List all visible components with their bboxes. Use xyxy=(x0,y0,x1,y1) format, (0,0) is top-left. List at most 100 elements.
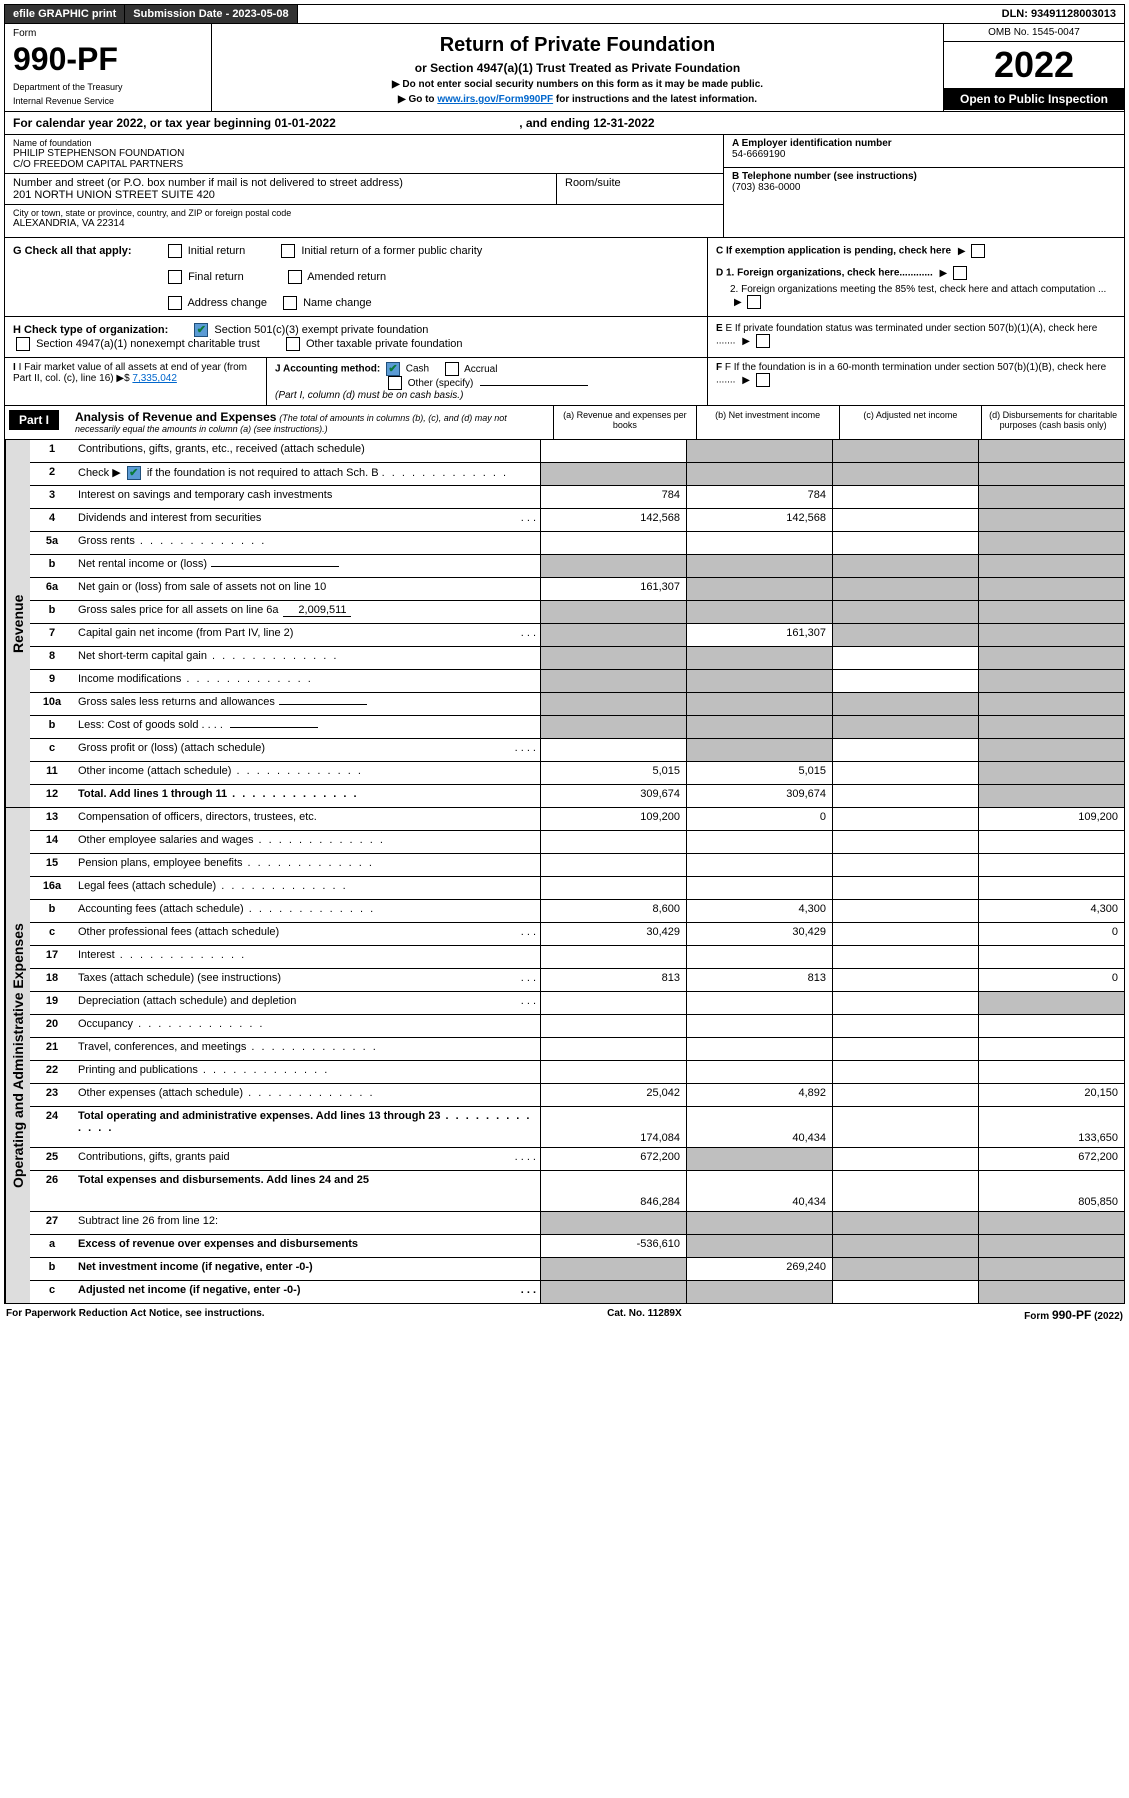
cb-address-change[interactable] xyxy=(168,296,182,310)
omb-number: OMB No. 1545-0047 xyxy=(944,24,1124,42)
instr-link-row: ▶ Go to www.irs.gov/Form990PF for instru… xyxy=(218,94,937,105)
row-4: 4Dividends and interest from securities … xyxy=(30,509,1124,532)
cb-60month[interactable] xyxy=(756,373,770,387)
row-6a: 6aNet gain or (loss) from sale of assets… xyxy=(30,578,1124,601)
top-bar: efile GRAPHIC print Submission Date - 20… xyxy=(4,4,1125,24)
phone-cell: B Telephone number (see instructions) (7… xyxy=(724,168,1124,200)
cb-initial-former[interactable] xyxy=(281,244,295,258)
cb-other-taxable[interactable] xyxy=(286,337,300,351)
cb-name-change[interactable] xyxy=(283,296,297,310)
footer-right: Form 990-PF (2022) xyxy=(1024,1308,1123,1322)
cb-501c3[interactable] xyxy=(194,323,208,337)
cb-4947[interactable] xyxy=(16,337,30,351)
row-8: 8Net short-term capital gain xyxy=(30,647,1124,670)
form-subtitle: or Section 4947(a)(1) Trust Treated as P… xyxy=(218,61,937,75)
city-cell: City or town, state or province, country… xyxy=(5,205,723,237)
open-public: Open to Public Inspection xyxy=(944,88,1124,110)
row-16b: bAccounting fees (attach schedule)8,6004… xyxy=(30,900,1124,923)
page-footer: For Paperwork Reduction Act Notice, see … xyxy=(4,1304,1125,1326)
section-c-d-e: C If exemption application is pending, c… xyxy=(707,238,1124,316)
col-c-header: (c) Adjusted net income xyxy=(839,406,982,439)
form-number: 990-PF xyxy=(13,41,203,78)
cb-exemption-pending[interactable] xyxy=(971,244,985,258)
row-25: 25Contributions, gifts, grants paid . . … xyxy=(30,1148,1124,1171)
section-h: H Check type of organization: Section 50… xyxy=(5,317,707,357)
revenue-side-label: Revenue xyxy=(5,440,30,807)
row-27c: cAdjusted net income (if negative, enter… xyxy=(30,1281,1124,1303)
dln: DLN: 93491128003013 xyxy=(994,5,1124,23)
room-suite-cell: Room/suite xyxy=(557,174,723,204)
irs-link[interactable]: www.irs.gov/Form990PF xyxy=(437,94,553,105)
cb-accrual[interactable] xyxy=(445,362,459,376)
year-end: 12-31-2022 xyxy=(593,116,654,130)
cb-amended[interactable] xyxy=(288,270,302,284)
row-13: 13Compensation of officers, directors, t… xyxy=(30,808,1124,831)
expenses-section: Operating and Administrative Expenses 13… xyxy=(4,808,1125,1304)
row-20: 20Occupancy xyxy=(30,1015,1124,1038)
row-5b: bNet rental income or (loss) xyxy=(30,555,1124,578)
section-g: G Check all that apply: Initial return I… xyxy=(5,238,707,316)
expenses-side-label: Operating and Administrative Expenses xyxy=(5,808,30,1303)
address-cell: Number and street (or P.O. box number if… xyxy=(5,174,557,204)
row-26: 26Total expenses and disbursements. Add … xyxy=(30,1171,1124,1212)
year-begin: 01-01-2022 xyxy=(274,116,335,130)
cb-final-return[interactable] xyxy=(168,270,182,284)
row-17: 17Interest xyxy=(30,946,1124,969)
cb-sch-b[interactable] xyxy=(127,466,141,480)
row-16c: cOther professional fees (attach schedul… xyxy=(30,923,1124,946)
row-22: 22Printing and publications xyxy=(30,1061,1124,1084)
entity-info: Name of foundation PHILIP STEPHENSON FOU… xyxy=(4,135,1125,238)
header-center: Return of Private Foundation or Section … xyxy=(212,24,943,111)
row-27a: aExcess of revenue over expenses and dis… xyxy=(30,1235,1124,1258)
row-10b: bLess: Cost of goods sold . . . . xyxy=(30,716,1124,739)
col-a-header: (a) Revenue and expenses per books xyxy=(553,406,696,439)
form-header: Form 990-PF Department of the Treasury I… xyxy=(4,24,1125,112)
revenue-section: Revenue 1Contributions, gifts, grants, e… xyxy=(4,440,1125,808)
section-j: J Accounting method: Cash Accrual Other … xyxy=(267,358,708,405)
section-f: F F If the foundation is in a 60-month t… xyxy=(708,358,1124,405)
section-g-c-d: G Check all that apply: Initial return I… xyxy=(4,238,1125,317)
cb-cash[interactable] xyxy=(386,362,400,376)
foundation-name-cell: Name of foundation PHILIP STEPHENSON FOU… xyxy=(5,135,723,174)
footer-mid: Cat. No. 11289X xyxy=(607,1308,681,1322)
form-title: Return of Private Foundation xyxy=(218,34,937,57)
header-right: OMB No. 1545-0047 2022 Open to Public In… xyxy=(943,24,1124,111)
row-10a: 10aGross sales less returns and allowanc… xyxy=(30,693,1124,716)
irs-label: Internal Revenue Service xyxy=(13,96,203,106)
dept-treasury: Department of the Treasury xyxy=(13,82,203,92)
tax-year: 2022 xyxy=(944,42,1124,88)
cb-status-terminated[interactable] xyxy=(756,334,770,348)
arrow-icon xyxy=(954,246,966,257)
row-3: 3Interest on savings and temporary cash … xyxy=(30,486,1124,509)
instr-ssn: ▶ Do not enter social security numbers o… xyxy=(218,79,937,90)
section-e: E E If private foundation status was ter… xyxy=(707,317,1124,357)
row-14: 14Other employee salaries and wages xyxy=(30,831,1124,854)
cb-other-method[interactable] xyxy=(388,376,402,390)
row-6b: bGross sales price for all assets on lin… xyxy=(30,601,1124,624)
ein-cell: A Employer identification number 54-6669… xyxy=(724,135,1124,168)
efile-label: efile GRAPHIC print xyxy=(5,5,125,23)
fmv-value[interactable]: 7,335,042 xyxy=(132,373,177,384)
part1-title: Analysis of Revenue and Expenses xyxy=(75,410,276,424)
footer-left: For Paperwork Reduction Act Notice, see … xyxy=(6,1308,265,1322)
row-23: 23Other expenses (attach schedule)25,042… xyxy=(30,1084,1124,1107)
row-1: 1Contributions, gifts, grants, etc., rec… xyxy=(30,440,1124,463)
row-7: 7Capital gain net income (from Part IV, … xyxy=(30,624,1124,647)
row-11: 11Other income (attach schedule)5,0155,0… xyxy=(30,762,1124,785)
row-12: 12Total. Add lines 1 through 11309,67430… xyxy=(30,785,1124,807)
row-27b: bNet investment income (if negative, ent… xyxy=(30,1258,1124,1281)
row-15: 15Pension plans, employee benefits xyxy=(30,854,1124,877)
section-i: I I Fair market value of all assets at e… xyxy=(5,358,267,405)
row-18: 18Taxes (attach schedule) (see instructi… xyxy=(30,969,1124,992)
row-19: 19Depreciation (attach schedule) and dep… xyxy=(30,992,1124,1015)
part1-header: Part I Analysis of Revenue and Expenses … xyxy=(4,406,1125,440)
row-21: 21Travel, conferences, and meetings xyxy=(30,1038,1124,1061)
cb-foreign-85[interactable] xyxy=(747,295,761,309)
row-5a: 5aGross rents xyxy=(30,532,1124,555)
form-label: Form xyxy=(13,28,203,39)
cb-initial-return[interactable] xyxy=(168,244,182,258)
header-left: Form 990-PF Department of the Treasury I… xyxy=(5,24,212,111)
cb-foreign-org[interactable] xyxy=(953,266,967,280)
row-24: 24Total operating and administrative exp… xyxy=(30,1107,1124,1148)
col-d-header: (d) Disbursements for charitable purpose… xyxy=(981,406,1124,439)
